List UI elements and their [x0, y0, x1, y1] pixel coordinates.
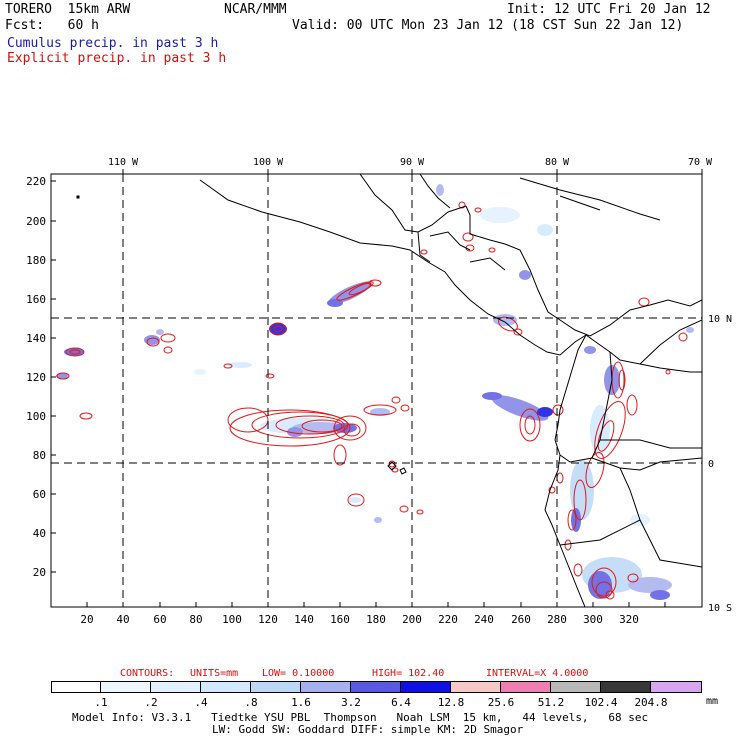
organization-label: NCAR/MMM	[224, 2, 287, 17]
colorbar-label: 6.4	[391, 696, 411, 709]
colorbar-unit: mm	[705, 696, 719, 707]
lon-label-110w: 110 W	[108, 157, 139, 168]
x-tick-label: 220	[438, 613, 458, 626]
map-frame	[50, 173, 703, 608]
x-tick-label: 40	[116, 613, 129, 626]
colorbar-cell	[550, 681, 601, 693]
y-tick-label: 120	[26, 371, 46, 384]
colorbar-label: .4	[194, 696, 208, 709]
x-tick-label: 240	[474, 613, 494, 626]
y-tick-label: 180	[26, 254, 46, 267]
lon-label-70w: 70 W	[688, 157, 713, 168]
x-tick-label: 60	[153, 613, 166, 626]
colorbar-cell	[51, 681, 101, 693]
colorbar-label: 102.4	[584, 696, 618, 709]
y-tick-label: 200	[26, 215, 46, 228]
forecast-hour: Fcst: 60 h	[5, 18, 99, 33]
y-tick-label: 100	[26, 410, 46, 423]
colorbar-cell	[250, 681, 301, 693]
colorbar-cell	[300, 681, 351, 693]
contour-units: UNITS=mm	[190, 668, 238, 679]
x-tick-label: 260	[511, 613, 531, 626]
axis-ticks	[51, 169, 703, 607]
x-tick-label: 300	[583, 613, 603, 626]
explicit-precip-contours	[56, 201, 688, 600]
y-tick-label: 140	[26, 332, 46, 345]
colorbar-label: .2	[144, 696, 158, 709]
colorbar-label: 12.8	[437, 696, 465, 709]
x-tick-label: 100	[222, 613, 242, 626]
x-tick-label: 320	[619, 613, 639, 626]
y-tick-label: 60	[33, 488, 46, 501]
cumulus-legend: Cumulus precip. in past 3 h	[7, 36, 219, 51]
colorbar-cell	[500, 681, 551, 693]
colorbar-label: 51.2	[537, 696, 565, 709]
lon-label-90w: 90 W	[400, 157, 425, 168]
colorbar-label: 3.2	[341, 696, 361, 709]
x-tick-label: 160	[330, 613, 350, 626]
x-tick-label: 120	[258, 613, 278, 626]
y-tick-label: 40	[33, 527, 46, 540]
x-tick-label: 280	[547, 613, 567, 626]
colorbar-label: .1	[94, 696, 108, 709]
lon-label-100w: 100 W	[253, 157, 284, 168]
physics-info: LW: Godd SW: Goddard DIFF: simple KM: 2D…	[212, 723, 524, 736]
x-tick-label: 140	[294, 613, 314, 626]
colorbar-cell	[350, 681, 401, 693]
lon-label-80w: 80 W	[545, 157, 570, 168]
colorbar-label: .8	[244, 696, 258, 709]
colorbar-label: 1.6	[291, 696, 311, 709]
y-tick-label: 80	[33, 449, 46, 462]
x-tick-label: 180	[366, 613, 386, 626]
colorbar-cell	[400, 681, 451, 693]
model-title: TORERO 15km ARW	[5, 2, 131, 17]
colorbar-cell	[100, 681, 151, 693]
contour-low: LOW= 0.10000	[262, 668, 334, 679]
contour-info-prefix: CONTOURS:	[120, 668, 174, 679]
colorbar-cell	[600, 681, 651, 693]
y-tick-label: 220	[26, 175, 46, 188]
x-tick-label: 200	[402, 613, 422, 626]
lat-label-10n: 10 N	[708, 314, 732, 325]
valid-time: Valid: 00 UTC Mon 23 Jan 12 (18 CST Sun …	[292, 18, 684, 33]
colorbar-cell	[650, 681, 702, 693]
init-time: Init: 12 UTC Fri 20 Jan 12	[507, 2, 711, 17]
lat-label-0: 0	[708, 459, 714, 470]
explicit-legend: Explicit precip. in past 3 h	[7, 51, 227, 66]
colorbar-cell	[450, 681, 501, 693]
y-tick-label: 160	[26, 293, 46, 306]
model-info: Model Info: V3.3.1 Tiedtke YSU PBL Thomp…	[72, 711, 649, 724]
y-tick-label: 20	[33, 566, 46, 579]
colorbar-cell	[200, 681, 251, 693]
colorbar-label: 25.6	[487, 696, 515, 709]
contour-high: HIGH= 102.40	[372, 668, 444, 679]
x-tick-label: 80	[189, 613, 202, 626]
colorbar-cell	[150, 681, 201, 693]
contour-interval: INTERVAL=X 4.0000	[486, 668, 588, 679]
x-tick-label: 20	[80, 613, 93, 626]
colorbar-label: 204.8	[634, 696, 668, 709]
lat-label-10s: 10 S	[708, 603, 732, 614]
lat-lon-grid	[51, 174, 702, 607]
